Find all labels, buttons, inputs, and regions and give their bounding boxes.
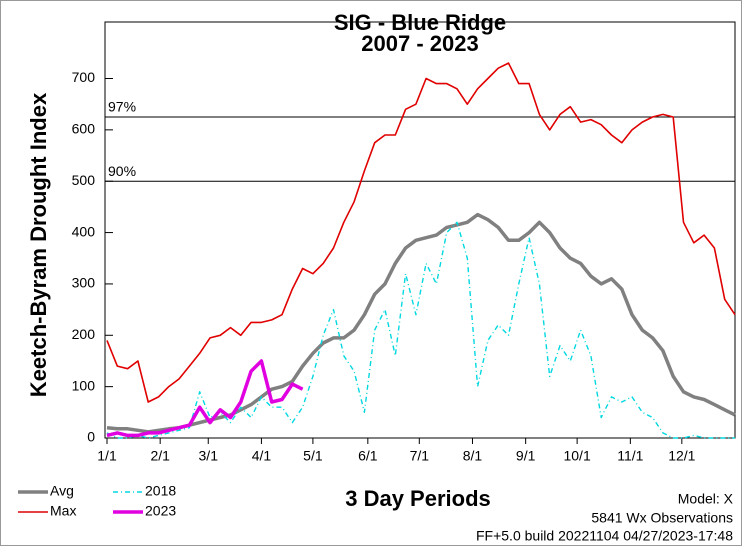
note: Model: X	[678, 491, 734, 507]
x-tick-label: 4/1	[252, 448, 272, 464]
x-axis-label: 3 Day Periods	[345, 486, 491, 511]
chart-title: SIG - Blue Ridge	[334, 10, 506, 35]
x-tick-label: 9/1	[516, 448, 536, 464]
y-tick-label: 500	[72, 172, 96, 188]
y-tick-label: 600	[72, 121, 96, 137]
x-tick-label: 6/1	[358, 448, 378, 464]
x-tick-label: 7/1	[410, 448, 430, 464]
note: FF+5.0 build 20221104 04/27/2023-17:48	[476, 528, 733, 544]
x-tick-label: 5/1	[303, 448, 323, 464]
legend-label: Avg	[50, 483, 74, 499]
series-line	[106, 221, 735, 439]
y-tick-label: 300	[72, 275, 96, 291]
y-tick-label: 200	[72, 326, 96, 342]
x-tick-label: 10/1	[563, 448, 590, 464]
plot-frame	[104, 21, 736, 439]
x-tick-label: 2/1	[150, 448, 170, 464]
legend-label: Max	[50, 503, 76, 519]
series-line	[106, 359, 304, 438]
y-tick-label: 400	[72, 223, 96, 239]
x-tick-label: 8/1	[463, 448, 483, 464]
chart-subtitle: 2007 - 2023	[361, 31, 478, 56]
series-line	[106, 62, 736, 403]
x-tick-label: 11/1	[617, 448, 643, 464]
y-tick-label: 0	[87, 429, 95, 445]
legend-label: 2018	[145, 483, 176, 499]
x-tick-label: 3/1	[199, 448, 219, 464]
reference-label: 97%	[108, 99, 136, 115]
note: 5841 Wx Observations	[591, 510, 733, 526]
y-axis-label: Keetch-Byram Drought Index	[26, 92, 51, 397]
y-tick-label: 700	[72, 69, 96, 85]
y-tick-label: 100	[72, 377, 96, 393]
legend-label: 2023	[145, 503, 176, 519]
x-tick-label: 12/1	[668, 448, 695, 464]
x-tick-label: 1/1	[97, 448, 117, 464]
reference-label: 90%	[108, 163, 136, 179]
